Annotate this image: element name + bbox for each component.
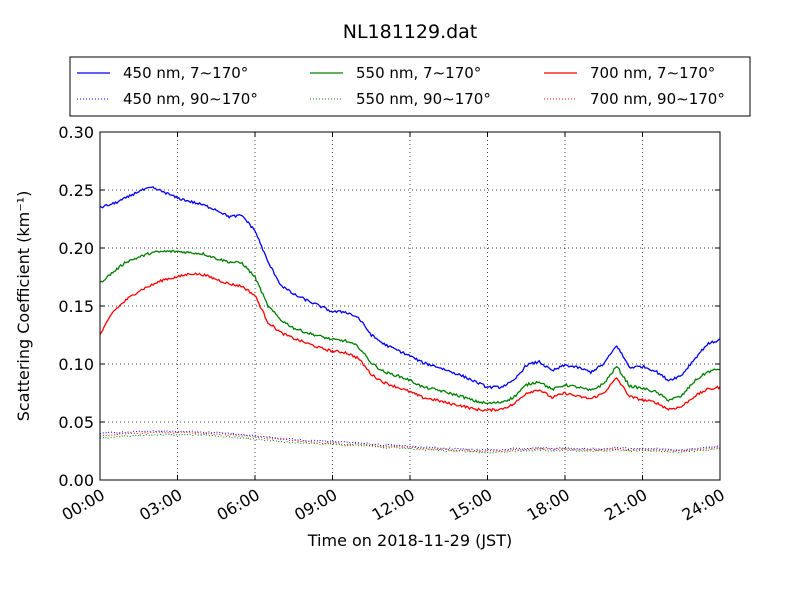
y-tick-label: 0.15 (58, 297, 94, 316)
x-tick-label: 03:00 (136, 485, 185, 525)
x-tick-label: 21:00 (601, 485, 650, 525)
legend-label: 550 nm, 7∼170° (356, 64, 481, 82)
x-tick-label: 06:00 (214, 485, 263, 525)
series-line-6 (99, 431, 721, 453)
y-tick-label: 0.25 (58, 181, 94, 200)
y-tick-label: 0.10 (58, 355, 94, 374)
legend: 450 nm, 7∼170° 550 nm, 7∼170° 700 nm, 7∼17… (69, 56, 751, 117)
series-line-2 (99, 249, 721, 405)
series-line-1 (99, 186, 721, 390)
legend-box (69, 56, 751, 117)
legend-label: 550 nm, 90∼170° (356, 90, 491, 108)
legend-label: 700 nm, 90∼170° (590, 90, 725, 108)
legend-label: 450 nm, 7∼170° (123, 64, 248, 82)
chart-title: NL181129.dat (343, 21, 478, 43)
x-tick-label: 15:00 (446, 485, 495, 525)
y-tick-label: 0.05 (58, 413, 94, 432)
y-tick-label: 0.20 (58, 239, 94, 258)
plot-frame (99, 131, 721, 481)
x-tick-label: 24:00 (679, 485, 728, 525)
y-tick-label: 0.00 (58, 471, 94, 490)
x-axis-title: Time on 2018-11-29 (JST) (307, 531, 512, 550)
grid (100, 132, 720, 480)
axis-ticks: 00:00 03:00 06:00 09:00 12:00 15:00 18:00 21:00… (58, 123, 728, 525)
y-axis-title: Scattering Coefficient (km⁻¹) (14, 191, 33, 422)
x-tick-label: 09:00 (291, 485, 340, 525)
x-tick-label: 00:00 (59, 485, 108, 525)
x-tick-label: 18:00 (524, 485, 573, 525)
y-tick-label: 0.30 (58, 123, 94, 142)
series-layer (99, 186, 721, 454)
series-line-3 (99, 272, 721, 413)
x-tick-label: 12:00 (369, 485, 418, 525)
legend-label: 700 nm, 7∼170° (590, 64, 715, 82)
legend-label: 450 nm, 90∼170° (123, 90, 258, 108)
